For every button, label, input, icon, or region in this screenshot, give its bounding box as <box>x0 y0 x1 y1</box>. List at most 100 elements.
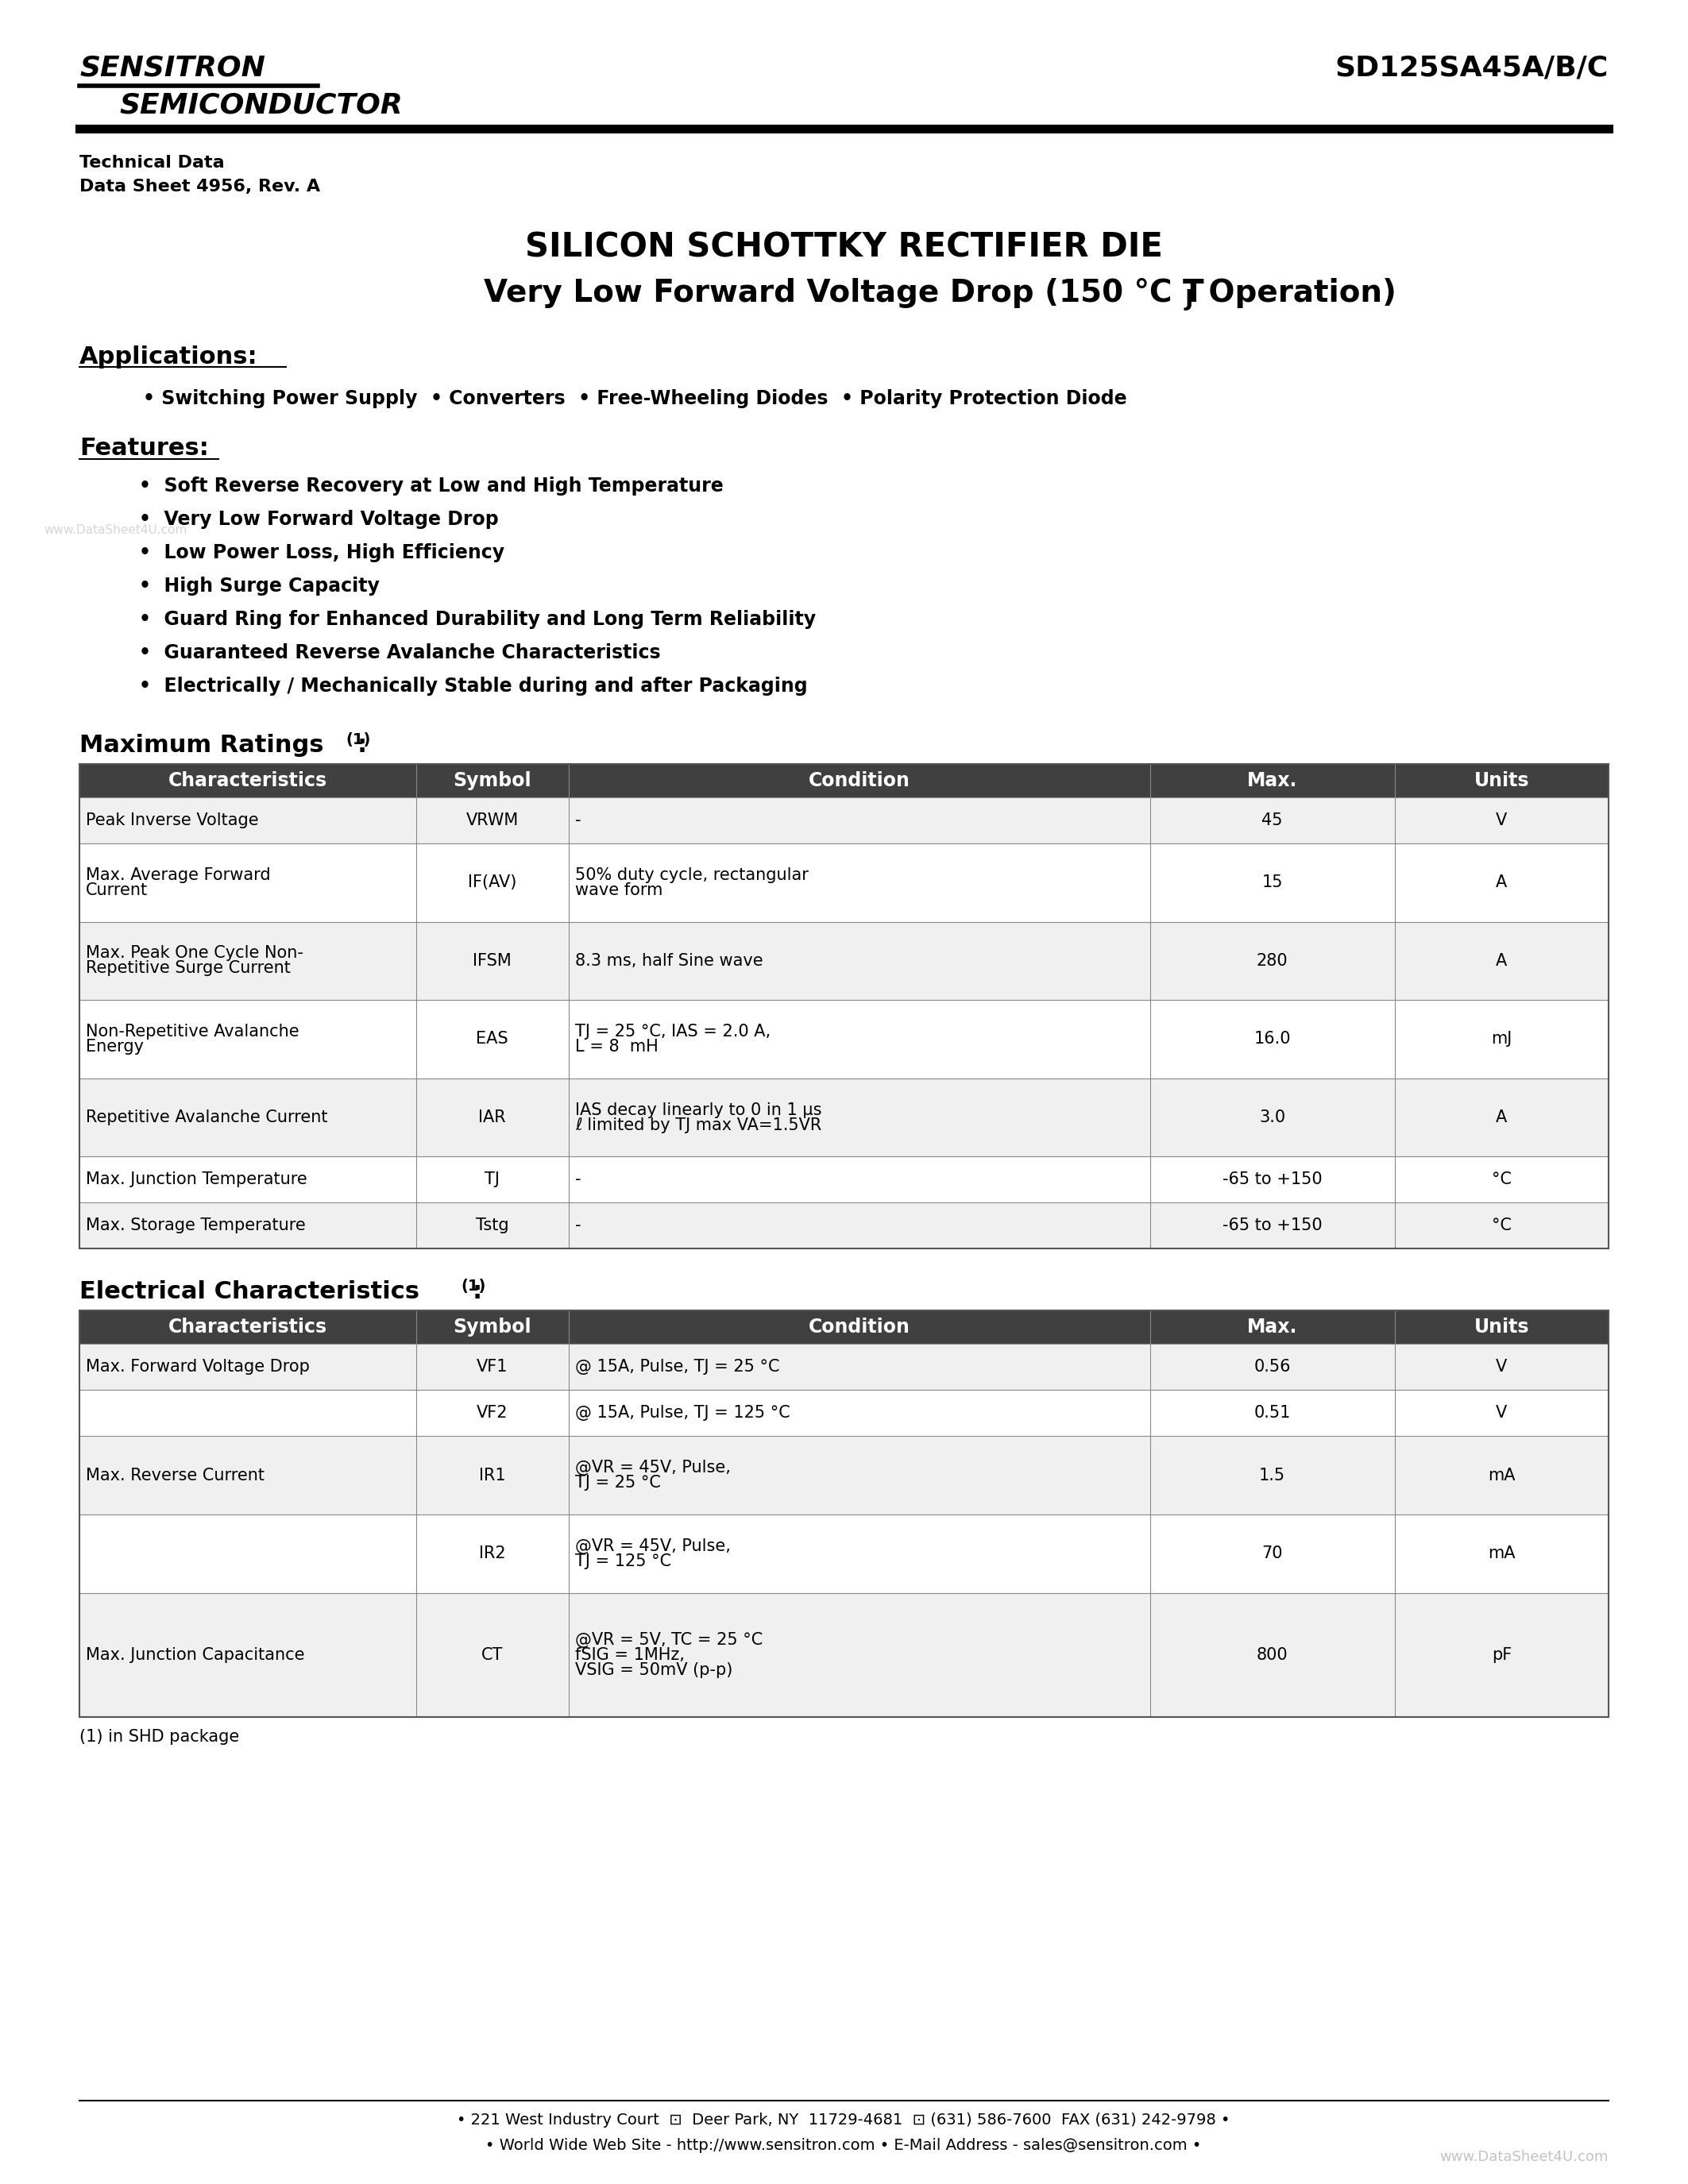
Text: Non-Repetitive Avalanche: Non-Repetitive Avalanche <box>86 1024 299 1040</box>
Text: Max.: Max. <box>1247 1317 1298 1337</box>
Text: Max. Storage Temperature: Max. Storage Temperature <box>86 1219 306 1234</box>
Text: IAR: IAR <box>479 1109 506 1125</box>
Text: TJ = 25 °C: TJ = 25 °C <box>576 1474 660 1492</box>
Text: VF2: VF2 <box>476 1404 508 1422</box>
Text: SEMICONDUCTOR: SEMICONDUCTOR <box>120 92 402 118</box>
FancyBboxPatch shape <box>79 843 1609 922</box>
Text: Electrical Characteristics: Electrical Characteristics <box>79 1280 419 1304</box>
Text: Symbol: Symbol <box>452 771 532 791</box>
Text: Characteristics: Characteristics <box>169 771 327 791</box>
Text: Technical Data: Technical Data <box>79 155 225 170</box>
Text: IFSM: IFSM <box>473 952 511 970</box>
FancyBboxPatch shape <box>79 1158 1609 1203</box>
Text: 15: 15 <box>1261 874 1283 891</box>
Text: •  Very Low Forward Voltage Drop: • Very Low Forward Voltage Drop <box>138 509 498 529</box>
Text: Condition: Condition <box>809 771 910 791</box>
Text: Very Low Forward Voltage Drop (150 °C T: Very Low Forward Voltage Drop (150 °C T <box>483 277 1204 308</box>
Text: Repetitive Surge Current: Repetitive Surge Current <box>86 961 290 976</box>
Text: mA: mA <box>1487 1546 1516 1562</box>
Text: Characteristics: Characteristics <box>169 1317 327 1337</box>
Text: Symbol: Symbol <box>452 1317 532 1337</box>
FancyBboxPatch shape <box>79 922 1609 1000</box>
Text: •  Electrically / Mechanically Stable during and after Packaging: • Electrically / Mechanically Stable dur… <box>138 677 807 697</box>
Text: SENSITRON: SENSITRON <box>79 55 265 81</box>
FancyBboxPatch shape <box>79 797 1609 843</box>
FancyBboxPatch shape <box>79 1437 1609 1514</box>
Text: wave form: wave form <box>576 882 663 898</box>
FancyBboxPatch shape <box>79 1079 1609 1158</box>
Text: VRWM: VRWM <box>466 812 518 828</box>
FancyBboxPatch shape <box>79 1343 1609 1391</box>
Text: SILICON SCHOTTKY RECTIFIER DIE: SILICON SCHOTTKY RECTIFIER DIE <box>525 229 1163 264</box>
Text: 0.56: 0.56 <box>1254 1358 1291 1376</box>
Text: :: : <box>473 1280 483 1304</box>
Text: V: V <box>1496 1358 1507 1376</box>
Text: 8.3 ms, half Sine wave: 8.3 ms, half Sine wave <box>576 952 763 970</box>
Text: °C: °C <box>1492 1173 1511 1188</box>
Text: @ 15A, Pulse, TJ = 125 °C: @ 15A, Pulse, TJ = 125 °C <box>576 1404 790 1422</box>
Text: 280: 280 <box>1256 952 1288 970</box>
Text: A: A <box>1496 1109 1507 1125</box>
Text: Tstg: Tstg <box>476 1219 508 1234</box>
Text: IR1: IR1 <box>479 1468 506 1483</box>
Text: fSIG = 1MHz,: fSIG = 1MHz, <box>576 1647 685 1662</box>
Text: Applications:: Applications: <box>79 345 258 369</box>
Text: Max. Junction Capacitance: Max. Junction Capacitance <box>86 1647 304 1662</box>
Text: 70: 70 <box>1261 1546 1283 1562</box>
Text: • 221 West Industry Court  ⊡  Deer Park, NY  11729-4681  ⊡ (631) 586-7600  FAX (: • 221 West Industry Court ⊡ Deer Park, N… <box>457 2112 1231 2127</box>
FancyBboxPatch shape <box>79 1203 1609 1249</box>
Text: EAS: EAS <box>476 1031 508 1046</box>
Text: ℓ limited by TJ max VA=1.5VR: ℓ limited by TJ max VA=1.5VR <box>576 1116 822 1133</box>
FancyBboxPatch shape <box>79 764 1609 797</box>
Text: • Switching Power Supply  • Converters  • Free-Wheeling Diodes  • Polarity Prote: • Switching Power Supply • Converters • … <box>143 389 1128 408</box>
Text: :: : <box>358 734 366 758</box>
FancyBboxPatch shape <box>79 1514 1609 1592</box>
Text: •  Low Power Loss, High Efficiency: • Low Power Loss, High Efficiency <box>138 544 505 561</box>
Text: Peak Inverse Voltage: Peak Inverse Voltage <box>86 812 258 828</box>
Text: Features:: Features: <box>79 437 209 461</box>
Text: Units: Units <box>1474 771 1529 791</box>
Text: 45: 45 <box>1261 812 1283 828</box>
Text: Data Sheet 4956, Rev. A: Data Sheet 4956, Rev. A <box>79 179 321 194</box>
Text: TJ = 125 °C: TJ = 125 °C <box>576 1553 672 1568</box>
Text: Max. Peak One Cycle Non-: Max. Peak One Cycle Non- <box>86 946 304 961</box>
Text: Condition: Condition <box>809 1317 910 1337</box>
Text: @ 15A, Pulse, TJ = 25 °C: @ 15A, Pulse, TJ = 25 °C <box>576 1358 780 1376</box>
Text: •  Guaranteed Reverse Avalanche Characteristics: • Guaranteed Reverse Avalanche Character… <box>138 644 660 662</box>
Text: www.DataSheet4U.com: www.DataSheet4U.com <box>1440 2149 1609 2164</box>
Text: -: - <box>576 812 581 828</box>
Text: (1) in SHD package: (1) in SHD package <box>79 1730 240 1745</box>
Text: A: A <box>1496 952 1507 970</box>
Text: 1.5: 1.5 <box>1259 1468 1285 1483</box>
Text: -: - <box>576 1173 581 1188</box>
Text: Repetitive Avalanche Current: Repetitive Avalanche Current <box>86 1109 327 1125</box>
Text: V: V <box>1496 1404 1507 1422</box>
Text: Operation): Operation) <box>1198 277 1396 308</box>
Text: Max.: Max. <box>1247 771 1298 791</box>
Text: IF(AV): IF(AV) <box>468 874 517 891</box>
Text: @VR = 45V, Pulse,: @VR = 45V, Pulse, <box>576 1459 731 1476</box>
Text: Max. Forward Voltage Drop: Max. Forward Voltage Drop <box>86 1358 309 1376</box>
Text: Units: Units <box>1474 1317 1529 1337</box>
Text: •  Soft Reverse Recovery at Low and High Temperature: • Soft Reverse Recovery at Low and High … <box>138 476 724 496</box>
Text: pF: pF <box>1492 1647 1511 1662</box>
Text: Energy: Energy <box>86 1040 143 1055</box>
Text: •  Guard Ring for Enhanced Durability and Long Term Reliability: • Guard Ring for Enhanced Durability and… <box>138 609 815 629</box>
Text: @VR = 5V, TC = 25 °C: @VR = 5V, TC = 25 °C <box>576 1631 763 1649</box>
FancyBboxPatch shape <box>79 1000 1609 1079</box>
Text: SD125SA45A/B/C: SD125SA45A/B/C <box>1335 55 1609 81</box>
Text: L = 8  mH: L = 8 mH <box>576 1040 658 1055</box>
Text: 800: 800 <box>1256 1647 1288 1662</box>
Text: www.DataSheet4U.com: www.DataSheet4U.com <box>44 524 187 535</box>
Text: @VR = 45V, Pulse,: @VR = 45V, Pulse, <box>576 1538 731 1555</box>
Text: 50% duty cycle, rectangular: 50% duty cycle, rectangular <box>576 867 809 882</box>
Text: J: J <box>1185 288 1193 310</box>
Text: IAS decay linearly to 0 in 1 μs: IAS decay linearly to 0 in 1 μs <box>576 1103 822 1118</box>
FancyBboxPatch shape <box>79 1310 1609 1343</box>
Text: VF1: VF1 <box>476 1358 508 1376</box>
Text: • World Wide Web Site - http://www.sensitron.com • E-Mail Address - sales@sensit: • World Wide Web Site - http://www.sensi… <box>486 2138 1202 2153</box>
FancyBboxPatch shape <box>79 1592 1609 1717</box>
Text: Maximum Ratings: Maximum Ratings <box>79 734 324 758</box>
Text: Max. Reverse Current: Max. Reverse Current <box>86 1468 265 1483</box>
Text: -65 to +150: -65 to +150 <box>1222 1173 1322 1188</box>
